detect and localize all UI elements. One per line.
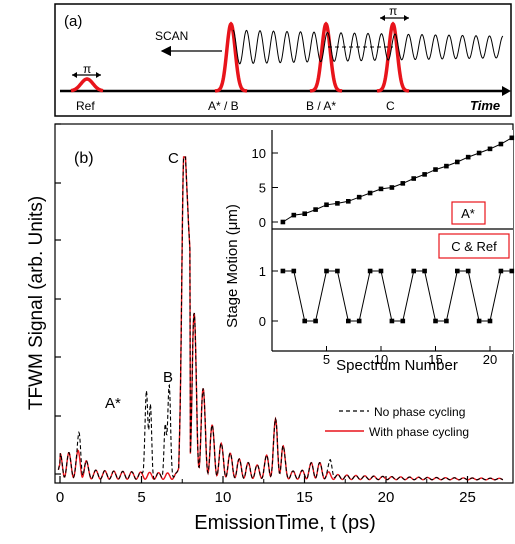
peak-label-a: A* [105, 395, 121, 412]
inset-a-point [335, 201, 340, 206]
inset-x-axis-label: Spectrum Number [336, 357, 458, 374]
inset-cref-point [444, 318, 449, 324]
pulse-label-ref: Ref [76, 99, 95, 113]
inset-cref-point [378, 268, 384, 274]
inset-cref-point [346, 318, 351, 324]
main-x-tick-label: 0 [56, 489, 64, 506]
inset-cref-point [313, 318, 318, 324]
inset-a-series-line [282, 137, 513, 223]
inset-x-tick-label: 15 [428, 352, 442, 367]
inset-cref-point [367, 268, 373, 274]
inset-cref-point [324, 268, 329, 274]
inset-a-point [346, 199, 351, 204]
inset-cref-point [433, 318, 438, 324]
inset-a-point [313, 207, 318, 212]
inset-bottom-y-tick-label: 0 [259, 314, 266, 329]
inset-cref-point [455, 268, 460, 274]
inset-cref-point [356, 318, 362, 324]
time-axis-label: Time [470, 98, 500, 113]
inset-cref-point [422, 268, 427, 274]
inset-a-point [280, 219, 286, 225]
pulse-ba [309, 21, 343, 93]
panel-a-label: (a) [64, 13, 82, 30]
inset-a-point [378, 186, 384, 192]
inset-a-point [324, 202, 329, 208]
inset-a-point [487, 146, 493, 152]
series-no-phase-cycling [57, 156, 504, 481]
inset-a-point [433, 167, 438, 172]
inset-cref-point [411, 268, 416, 274]
main-x-tick-label: 15 [296, 489, 313, 506]
inset-a-box-label: A* [461, 206, 475, 221]
panel-a-frame [54, 3, 512, 117]
inset-a-point [389, 185, 395, 190]
inset-cref-point [509, 268, 515, 274]
time-axis-arrowhead [502, 86, 511, 96]
pulse-ref [70, 77, 104, 93]
pulse-label-ab: A* / B [208, 99, 239, 113]
inset-cref-point [476, 318, 482, 324]
inset-cref-point [465, 268, 471, 274]
inset-a-point [498, 141, 504, 147]
panel-b-label: (b) [74, 150, 94, 167]
main-x-tick-label: 5 [137, 489, 145, 506]
inset-cref-series-line [282, 270, 512, 322]
inset-cref-point [291, 268, 297, 274]
legend: No phase cycling With phase cycling [325, 405, 469, 439]
inset-cref-point [280, 268, 286, 274]
main-x-axis-label: EmissionTime, t (ps) [194, 512, 376, 534]
main-x-tick-label: 25 [459, 489, 476, 506]
main-x-tick-label: 20 [378, 489, 395, 506]
inset-x-tick-label: 20 [483, 352, 497, 367]
inset-top-y-tick-label: 10 [252, 146, 266, 161]
panel-b: (b) TFWM Signal (arb. Units) EmissionTim… [26, 123, 514, 534]
inset: Stage Motion (μm) Spectrum Number 0 5 10 0 1… [224, 130, 515, 374]
inset-a-point [444, 163, 449, 169]
inset-a-point [291, 212, 297, 218]
inset-cref-box [438, 233, 510, 259]
inset-a-box [451, 201, 486, 225]
inset-a-point [400, 181, 406, 186]
pulse-label-c: C [386, 99, 395, 113]
inset-top-y-tick-label: 5 [259, 181, 266, 196]
peak-label-b: B [163, 369, 173, 386]
scan-label: SCAN [155, 29, 188, 43]
inset-a-point [476, 150, 482, 156]
legend-label-with-phase: With phase cycling [369, 425, 469, 439]
c-pi-label: π [389, 4, 397, 18]
inset-cref-point [335, 268, 340, 274]
inset-a-point [455, 159, 460, 165]
inset-cref-point [389, 318, 395, 324]
inset-cref-point [498, 268, 504, 274]
panel-a: (a) Time SCAN π π Ref A* / B B / A* C [54, 3, 512, 117]
inset-cref-point [302, 318, 307, 324]
pulse-ab [214, 21, 248, 93]
inset-x-tick-label: 5 [323, 352, 330, 367]
peak-label-c: C [168, 150, 179, 167]
inset-a-point [367, 190, 373, 196]
inset-a-point [302, 211, 307, 217]
inset-a-point [356, 194, 362, 200]
inset-top-y-tick-label: 0 [259, 215, 266, 230]
inset-cref-point [487, 318, 493, 324]
inset-y-axis-label: Stage Motion (μm) [224, 204, 241, 328]
main-x-tick-label: 10 [215, 489, 232, 506]
pulse-label-ba: B / A* [306, 99, 336, 113]
inset-x-tick-label: 10 [374, 352, 388, 367]
inset-a-point [509, 135, 515, 141]
inset-a-point [465, 154, 471, 160]
legend-label-no-phase: No phase cycling [374, 405, 465, 419]
inset-cref-box-label: C & Ref [451, 239, 497, 254]
ref-pi-label: π [83, 62, 91, 76]
oscillation-signal [232, 29, 504, 65]
inset-cref-point [400, 318, 406, 324]
pulse-c [376, 21, 410, 93]
inset-bottom-y-tick-label: 1 [259, 264, 266, 279]
inset-a-point [411, 176, 416, 181]
main-y-axis-label: TFWM Signal (arb. Units) [26, 196, 47, 410]
inset-a-point [422, 172, 427, 177]
